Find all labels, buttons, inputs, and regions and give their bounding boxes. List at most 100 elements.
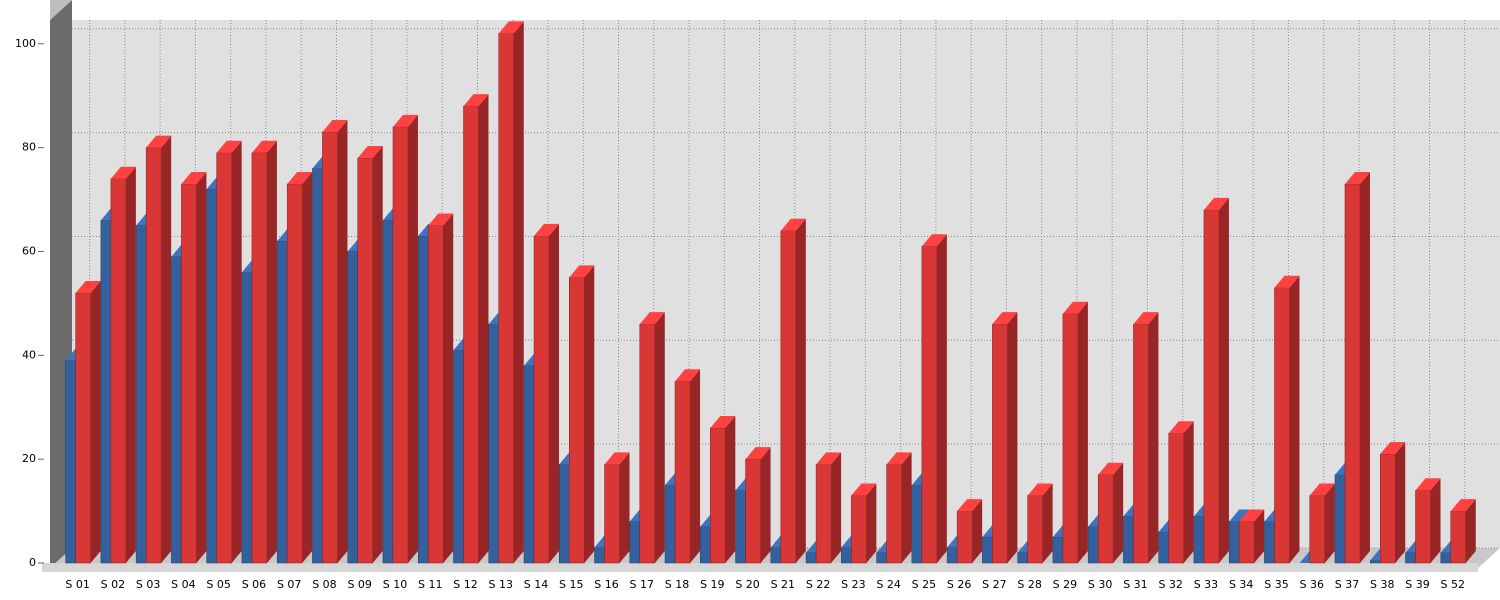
- bar: [145, 135, 172, 564]
- bar-top: [1168, 421, 1194, 434]
- bar-top: [428, 213, 454, 226]
- bar-front: [1238, 521, 1255, 564]
- bar-front: [1062, 313, 1079, 564]
- bar-front: [569, 277, 585, 564]
- bar-top: [1062, 301, 1088, 314]
- bar: [1415, 478, 1441, 564]
- bar-side: [1430, 478, 1441, 563]
- bar: [674, 369, 701, 564]
- y-tick-label: 0: [29, 556, 36, 569]
- bar-side: [1148, 312, 1159, 563]
- bar-top: [322, 120, 348, 133]
- bar-front: [65, 360, 76, 564]
- bar-side: [584, 265, 595, 563]
- bar-top: [1344, 171, 1370, 184]
- bar: [569, 265, 595, 564]
- bar-front: [780, 230, 797, 564]
- bar-top: [992, 312, 1018, 325]
- x-tick-label: S 17: [630, 578, 654, 591]
- bar-top: [357, 146, 383, 158]
- bar-front: [1228, 521, 1240, 564]
- bar-front: [100, 220, 112, 564]
- bar-front: [946, 547, 958, 564]
- y-tick-label: 40: [22, 348, 36, 361]
- y-tick-label: 20: [22, 452, 36, 465]
- bar-side: [1359, 171, 1370, 563]
- x-tick-label: S 13: [489, 578, 513, 591]
- x-tick-label: S 39: [1405, 578, 1429, 591]
- bar-front: [427, 225, 444, 564]
- bar-front: [145, 147, 162, 564]
- bar-front: [1415, 490, 1431, 564]
- bar-front: [710, 427, 726, 564]
- x-tick-label: S 16: [594, 578, 618, 591]
- bar-top: [392, 114, 418, 127]
- bar-side: [690, 369, 701, 563]
- bar-top: [1274, 275, 1300, 288]
- bar-side: [1183, 421, 1194, 563]
- bar: [851, 483, 877, 564]
- bar-side: [1324, 483, 1335, 563]
- x-tick-label: S 23: [841, 578, 865, 591]
- bar-top: [1229, 509, 1250, 522]
- x-tick-label: S 15: [559, 578, 583, 591]
- bar-front: [1087, 526, 1099, 564]
- bar: [357, 146, 383, 564]
- x-tick-label: S 36: [1299, 578, 1323, 591]
- bar: [745, 447, 771, 564]
- bar-top: [146, 135, 172, 148]
- bar-front: [629, 521, 641, 564]
- bar-front: [75, 292, 91, 564]
- bar-front: [1274, 287, 1290, 564]
- bar-front: [322, 131, 338, 564]
- x-tick-label: S 35: [1264, 578, 1288, 591]
- bar-front: [417, 235, 429, 564]
- bar-front: [1450, 510, 1467, 564]
- bar-front: [735, 490, 746, 564]
- bar-front: [1264, 521, 1275, 564]
- bar: [75, 281, 101, 564]
- bar-side: [1465, 499, 1476, 563]
- bar-front: [815, 464, 832, 564]
- bar-front: [206, 188, 217, 564]
- bar-front: [488, 323, 499, 564]
- bar-side: [90, 281, 101, 563]
- bar-side: [513, 21, 524, 563]
- bar-top: [110, 166, 136, 179]
- bar-front: [841, 547, 852, 564]
- bar: [181, 171, 207, 564]
- bar-side: [231, 140, 242, 564]
- x-tick-label: S 34: [1229, 578, 1253, 591]
- x-tick-label: S 37: [1335, 578, 1359, 591]
- bar-front: [357, 157, 373, 564]
- bar-front: [770, 547, 782, 564]
- bar-front: [110, 178, 127, 564]
- bar-side: [831, 452, 842, 563]
- x-tick-label: S 29: [1053, 578, 1077, 591]
- x-tick-label: S 12: [453, 578, 477, 591]
- x-tick-label: S 21: [771, 578, 795, 591]
- x-tick-label: S 31: [1123, 578, 1147, 591]
- bar-side: [443, 213, 454, 563]
- x-tick-label: S 25: [912, 578, 936, 591]
- bar-front: [251, 152, 268, 564]
- bar-front: [463, 105, 479, 564]
- bar-top: [886, 452, 912, 465]
- bar-front: [498, 33, 514, 564]
- bar-top: [287, 171, 313, 184]
- bar-top: [1027, 483, 1053, 496]
- bar-front: [604, 464, 620, 564]
- x-tick-label: S 08: [312, 578, 336, 591]
- x-tick-label: S 28: [1017, 578, 1041, 591]
- x-tick-label: S 09: [347, 578, 371, 591]
- bar-front: [1027, 495, 1043, 564]
- bar-side: [337, 120, 348, 564]
- x-tick-label: S 38: [1370, 578, 1394, 591]
- bar-top: [498, 21, 524, 34]
- x-tick-label: S 20: [735, 578, 759, 591]
- bar-side: [161, 135, 172, 563]
- bar-front: [216, 152, 232, 564]
- bar: [1027, 483, 1053, 564]
- bar: [1238, 509, 1265, 564]
- bar: [1274, 275, 1300, 564]
